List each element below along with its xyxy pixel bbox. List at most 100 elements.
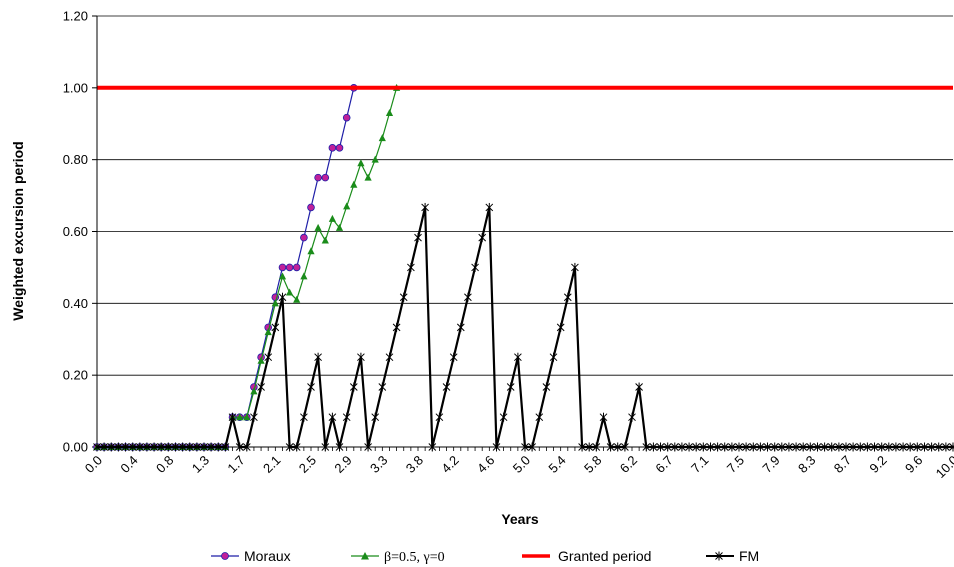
axes: [96, 16, 953, 448]
data-point: [271, 299, 279, 307]
series-lines: [93, 83, 954, 452]
y-axis-ticks: 0.00 0.20 0.40 0.60 0.80 1.00 1.20: [63, 9, 97, 455]
data-point: [563, 292, 572, 302]
series-line: [97, 87, 355, 448]
x-axis-title: Years: [501, 511, 539, 527]
x-tick-label: 9.6: [902, 453, 925, 476]
legend-marker-moraux: [221, 552, 229, 560]
data-point: [307, 247, 315, 255]
legend-item-moraux: Moraux: [211, 548, 291, 564]
data-point: [442, 382, 451, 392]
data-point: [599, 412, 608, 422]
data-point: [264, 352, 273, 362]
data-point: [328, 144, 337, 152]
data-point: [278, 272, 287, 280]
data-point: [514, 352, 522, 362]
data-point: [385, 352, 394, 362]
x-tick-label: 7.5: [724, 453, 747, 476]
data-point: [357, 159, 365, 167]
data-point: [628, 412, 636, 422]
series-0: [93, 84, 358, 451]
legend-marker-fm: [715, 551, 723, 561]
data-point: [314, 352, 322, 362]
data-point: [321, 236, 329, 244]
data-point: [321, 173, 330, 182]
data-point: [456, 322, 465, 332]
data-point: [571, 262, 579, 272]
data-point: [378, 382, 387, 392]
data-point: [335, 223, 344, 231]
x-tick-label: 6.2: [617, 453, 640, 476]
x-tick-label: 10.0: [933, 453, 954, 482]
data-point: [278, 292, 287, 302]
data-point: [478, 233, 487, 243]
legend-item-beta: β=0.5, γ=0: [351, 550, 445, 565]
legend-label-moraux: Moraux: [244, 548, 291, 564]
data-point: [300, 272, 308, 280]
data-point: [328, 214, 336, 222]
data-point: [342, 113, 351, 122]
data-point: [421, 202, 429, 212]
data-point: [343, 202, 351, 210]
x-tick-label: 5.8: [581, 453, 604, 476]
series-3: [93, 202, 954, 452]
data-point: [506, 382, 515, 392]
legend-marker-beta: [361, 552, 369, 560]
data-point: [350, 180, 358, 188]
x-tick-label: 4.2: [438, 453, 461, 476]
data-point: [314, 173, 322, 182]
x-tick-label: 2.9: [331, 453, 354, 476]
data-point: [264, 328, 272, 336]
data-point: [464, 292, 472, 302]
data-point: [335, 144, 344, 152]
y-tick-label: 0.40: [63, 296, 88, 311]
data-point: [307, 203, 315, 212]
data-point: [328, 412, 337, 422]
data-point: [485, 202, 494, 212]
legend-item-granted: Granted period: [522, 548, 651, 564]
x-tick-label: 3.3: [367, 453, 390, 476]
data-point: [392, 322, 401, 332]
x-tick-label: 8.3: [795, 453, 818, 476]
data-point: [300, 412, 308, 422]
data-point: [364, 173, 372, 181]
data-point: [535, 412, 544, 422]
x-tick-label: 7.1: [688, 453, 711, 476]
series-1: [93, 83, 401, 450]
x-tick-label: 5.4: [545, 453, 568, 476]
y-tick-label: 1.00: [63, 80, 88, 95]
x-tick-label: 1.3: [189, 453, 212, 476]
legend-item-fm: FM: [706, 548, 759, 564]
data-point: [307, 382, 315, 392]
x-tick-label: 0.4: [117, 453, 140, 476]
data-point: [236, 413, 244, 421]
x-tick-label: 5.0: [510, 453, 533, 476]
x-axis-ticks: 0.0 0.4 0.8 1.3 1.7 2.1 2.5 2.9 3.3 3.8 4.2 4.6 5.0 5…: [82, 447, 954, 481]
data-point: [556, 322, 565, 332]
x-tick-label: 4.6: [474, 453, 497, 476]
legend: Moraux β=0.5, γ=0 Granted period FM: [211, 548, 759, 565]
data-point: [378, 134, 386, 142]
data-point: [385, 108, 394, 116]
x-tick-label: 3.8: [403, 453, 426, 476]
legend-label-beta: β=0.5, γ=0: [384, 550, 445, 565]
legend-label-fm: FM: [739, 548, 759, 564]
data-point: [542, 382, 551, 392]
x-tick-label: 1.7: [224, 453, 247, 476]
data-point: [357, 352, 365, 362]
data-point: [292, 263, 301, 272]
data-point: [300, 233, 308, 242]
data-point: [342, 412, 351, 422]
x-tick-label: 0.8: [153, 453, 176, 476]
gridlines: [97, 15, 953, 376]
data-point: [371, 412, 380, 422]
x-tick-label: 2.5: [296, 453, 319, 476]
data-point: [271, 322, 280, 332]
x-tick-label: 7.9: [759, 453, 782, 476]
y-tick-label: 1.20: [63, 9, 88, 24]
x-tick-label: 2.1: [260, 453, 283, 476]
data-point: [257, 356, 265, 364]
legend-label-granted: Granted period: [558, 548, 651, 564]
data-point: [449, 352, 458, 362]
data-point: [471, 262, 479, 272]
